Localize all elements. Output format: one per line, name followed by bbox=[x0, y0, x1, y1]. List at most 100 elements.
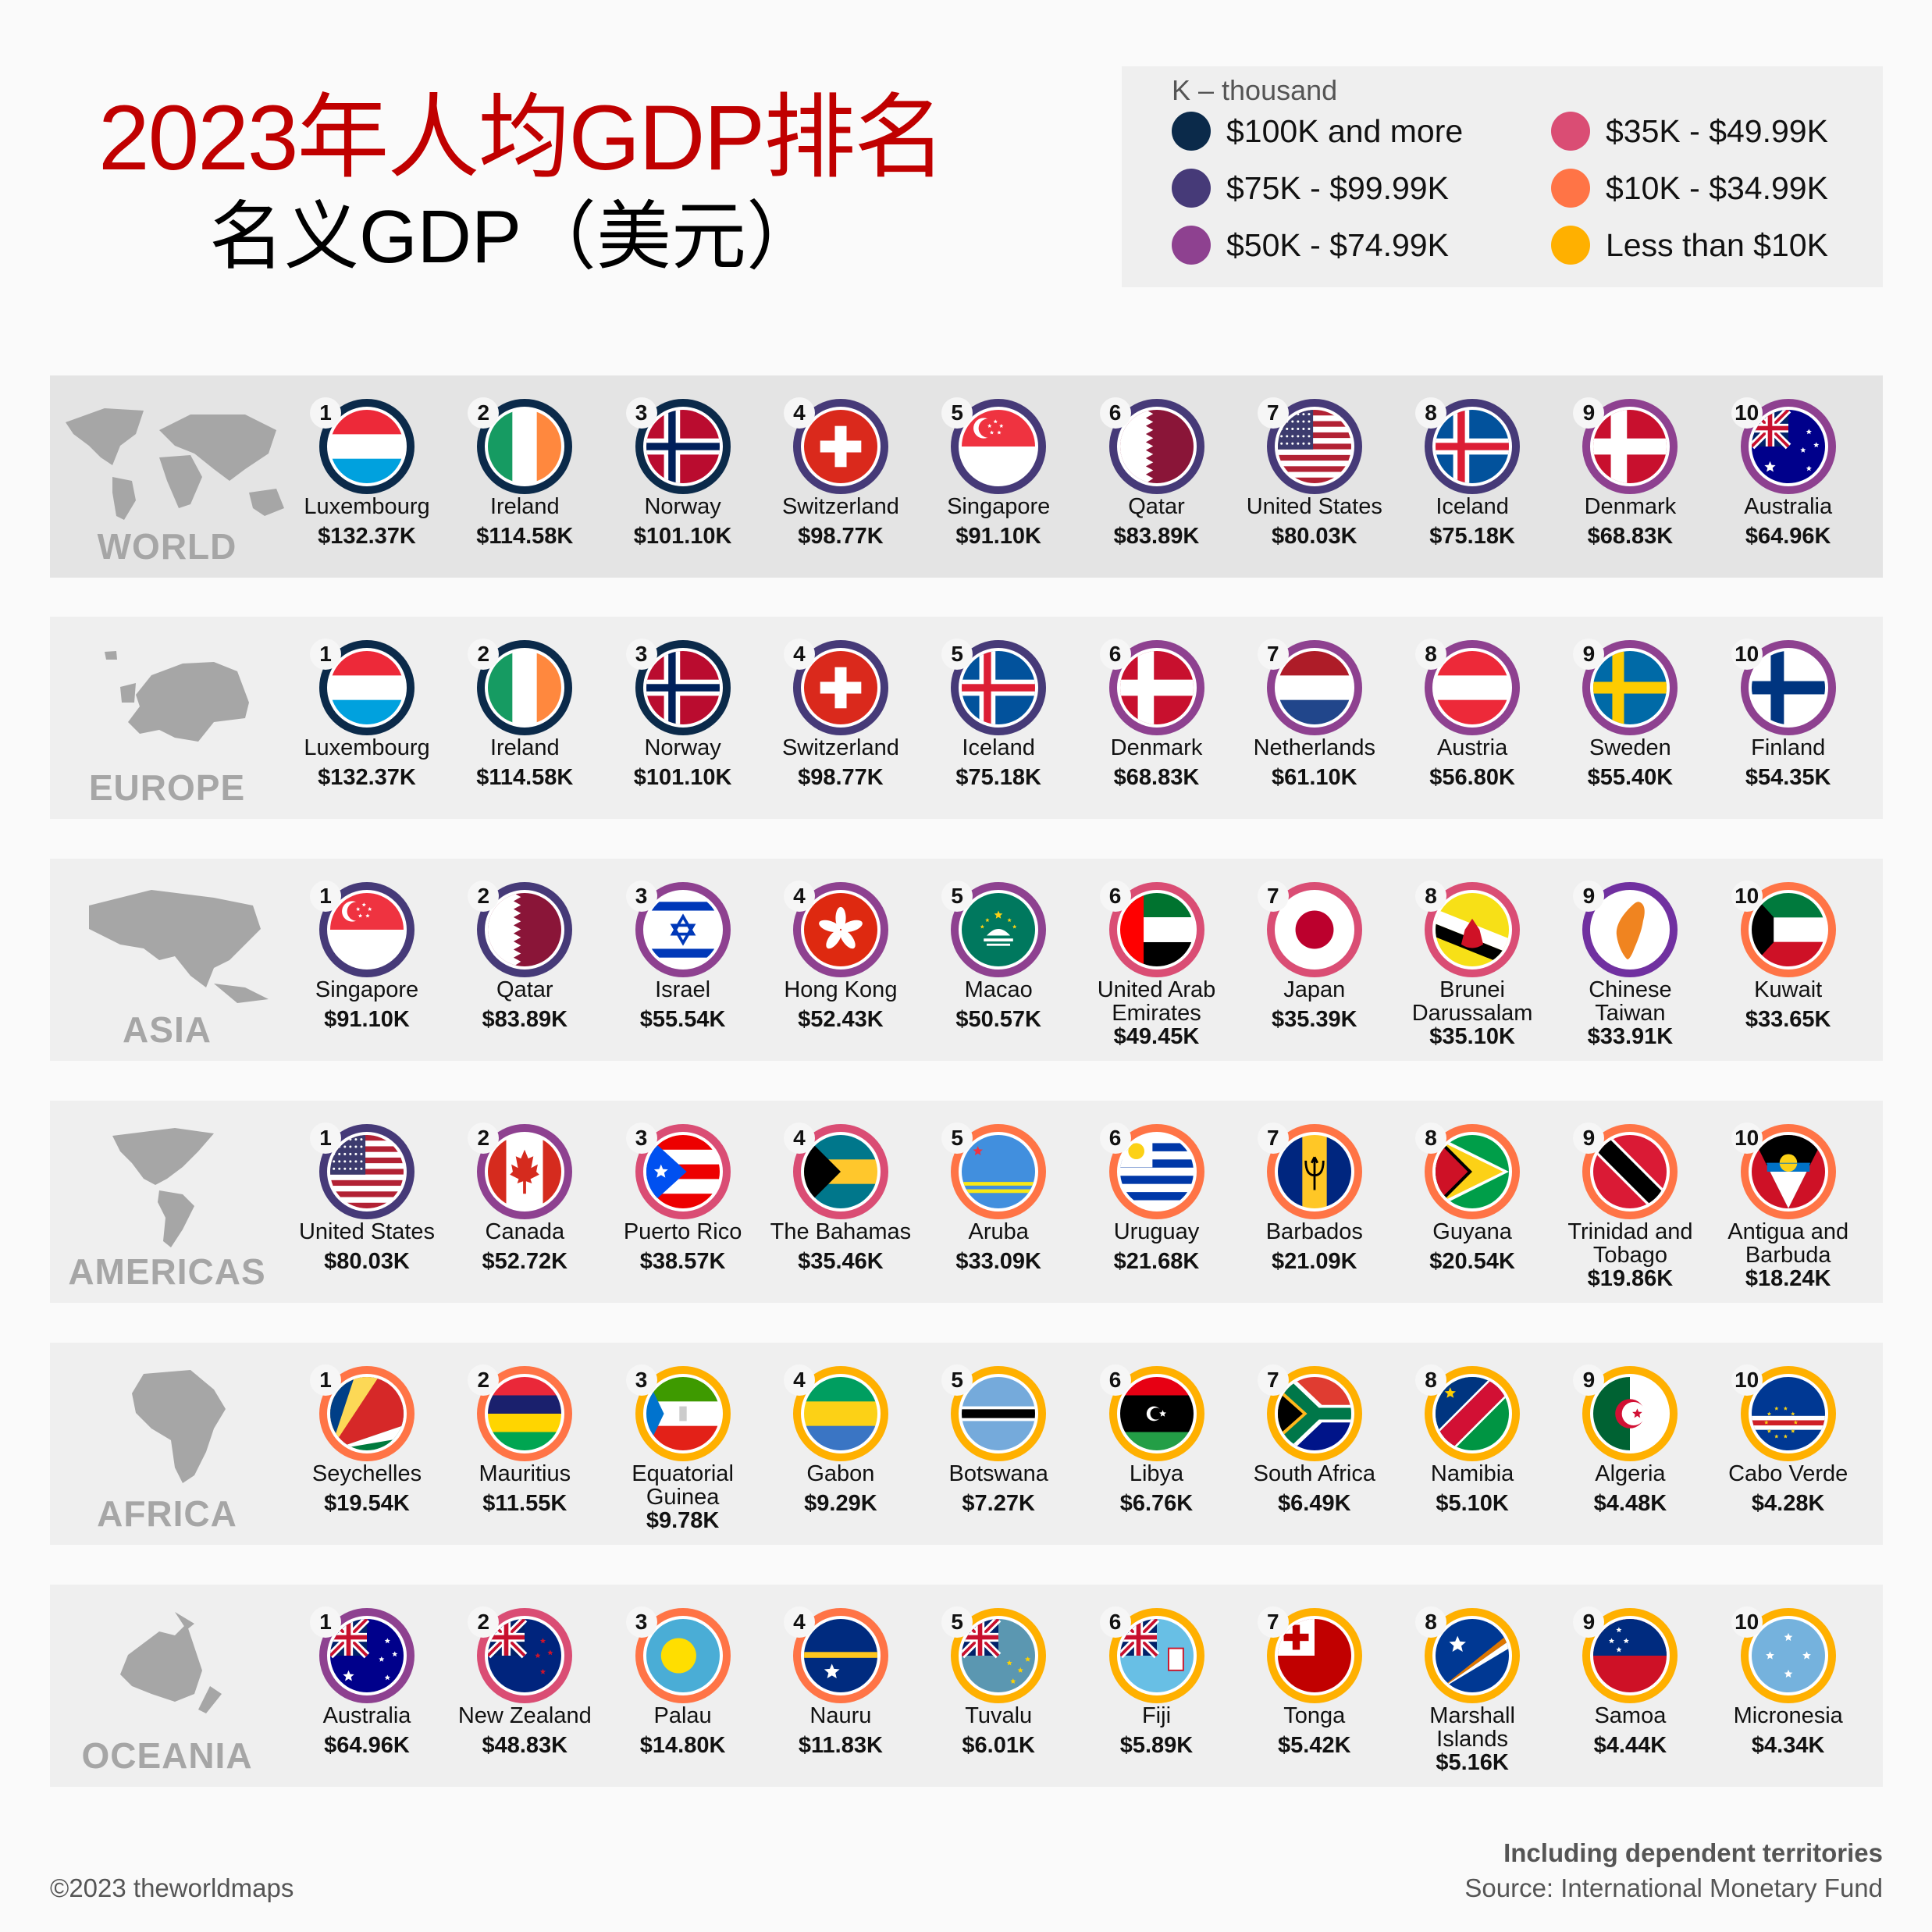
gdp-value: $18.24K bbox=[1745, 1266, 1831, 1291]
gdp-value: $6.49K bbox=[1278, 1491, 1351, 1516]
region-panel-europe: EUROPE 1 Luxembourg $132.37K 2 Ireland $114.58… bbox=[50, 617, 1883, 819]
tier-ring bbox=[1582, 640, 1678, 735]
country-entry: 5 Iceland $75.18K bbox=[920, 617, 1077, 819]
rank-badge: 5 bbox=[941, 639, 973, 670]
country-name: Kuwait bbox=[1754, 977, 1823, 1002]
rank-badge: 4 bbox=[783, 881, 815, 912]
country-entry: 2 New Zealand $48.83K bbox=[446, 1585, 603, 1787]
gdp-value: $5.89K bbox=[1119, 1733, 1194, 1758]
gdp-value: $83.89K bbox=[482, 1007, 568, 1032]
gdp-value: $132.37K bbox=[318, 524, 416, 549]
legend-label: $10K - $34.99K bbox=[1606, 169, 1828, 206]
gdp-value: $19.86K bbox=[1587, 1266, 1674, 1291]
rank-badge: 7 bbox=[1257, 1364, 1289, 1396]
legend-item: $100K and more bbox=[1172, 112, 1463, 151]
country-name: United Arab Emirates bbox=[1097, 977, 1216, 1026]
tier-ring bbox=[951, 1124, 1047, 1219]
tier-ring bbox=[635, 399, 731, 494]
tier-ring bbox=[1582, 882, 1678, 977]
country-name: Marshall Islands bbox=[1429, 1703, 1515, 1752]
gdp-value: $68.83K bbox=[1113, 765, 1200, 790]
gdp-value: $52.72K bbox=[482, 1249, 568, 1274]
rank-badge: 1 bbox=[310, 881, 341, 912]
tier-ring bbox=[319, 1366, 415, 1461]
country-name: Equatorial Guinea bbox=[632, 1461, 734, 1510]
gdp-value: $101.10K bbox=[633, 765, 732, 790]
country-name: Micronesia bbox=[1733, 1703, 1843, 1728]
iceland-flag-icon bbox=[1436, 410, 1510, 483]
country-name: Puerto Rico bbox=[623, 1219, 742, 1244]
rank-badge: 3 bbox=[625, 881, 657, 912]
tier-ring bbox=[635, 1124, 731, 1219]
rank-badge: 1 bbox=[310, 1606, 341, 1638]
usa-flag-icon bbox=[330, 1135, 404, 1208]
country-entry: 5 Singapore $91.10K bbox=[920, 375, 1077, 578]
rank-badge: 7 bbox=[1257, 639, 1289, 670]
rank-badge: 6 bbox=[1099, 1606, 1131, 1638]
macao-flag-icon bbox=[962, 893, 1036, 966]
gdp-value: $68.83K bbox=[1587, 524, 1674, 549]
rank-badge: 5 bbox=[941, 1123, 973, 1154]
country-name: Hong Kong bbox=[784, 977, 898, 1002]
page-title: 2023年人均GDP排名 bbox=[98, 87, 946, 190]
country-entry: 1 Seychelles $19.54K bbox=[288, 1343, 446, 1545]
rank-badge: 10 bbox=[1731, 397, 1763, 429]
legend-unit-note: K – thousand bbox=[1172, 74, 1338, 106]
country-entry: 9 Chinese Taiwan $33.91K bbox=[1551, 859, 1709, 1061]
country-entry: 1 Australia $64.96K bbox=[288, 1585, 446, 1787]
rank-badge: 2 bbox=[468, 1606, 500, 1638]
country-entry: 7 South Africa $6.49K bbox=[1236, 1343, 1393, 1545]
country-entry: 6 Libya $6.76K bbox=[1078, 1343, 1236, 1545]
country-entry: 3 Palau $14.80K bbox=[604, 1585, 762, 1787]
country-name: Luxembourg bbox=[304, 735, 430, 760]
denmark-flag-icon bbox=[1593, 410, 1667, 483]
tier-ring bbox=[319, 1608, 415, 1703]
gdp-value: $20.54K bbox=[1429, 1249, 1515, 1274]
country-name: Iceland bbox=[1436, 494, 1509, 519]
trinidad-flag-icon bbox=[1593, 1135, 1667, 1208]
region-label: AMERICAS bbox=[68, 1251, 266, 1292]
rank-badge: 3 bbox=[625, 397, 657, 429]
country-entry: 10 Australia $64.96K bbox=[1710, 375, 1867, 578]
norway-flag-icon bbox=[646, 410, 720, 483]
country-name: Ireland bbox=[489, 735, 560, 760]
country-name: Nauru bbox=[809, 1703, 872, 1728]
country-entry: 8 Namibia $5.10K bbox=[1393, 1343, 1551, 1545]
ireland-flag-icon bbox=[488, 651, 562, 724]
legend-item: $35K - $49.99K bbox=[1551, 112, 1828, 151]
switzerland-flag-icon bbox=[803, 410, 877, 483]
nauru-flag-icon bbox=[803, 1619, 877, 1692]
country-name: Aruba bbox=[968, 1219, 1029, 1244]
country-name: Ireland bbox=[489, 494, 560, 519]
country-name: Denmark bbox=[1584, 494, 1677, 519]
region-label: WORLD bbox=[97, 526, 237, 567]
gdp-value: $4.44K bbox=[1593, 1733, 1667, 1758]
rank-badge: 1 bbox=[310, 397, 341, 429]
eqguinea-flag-icon bbox=[646, 1377, 720, 1450]
country-entry: 4 The Bahamas $35.46K bbox=[762, 1101, 920, 1303]
rank-badge: 9 bbox=[1573, 397, 1605, 429]
country-entry: 3 Equatorial Guinea $9.78K bbox=[604, 1343, 762, 1545]
country-name: Samoa bbox=[1594, 1703, 1667, 1728]
country-name: Chinese Taiwan bbox=[1589, 977, 1672, 1026]
rank-badge: 2 bbox=[468, 1123, 500, 1154]
tier-ring bbox=[477, 1608, 573, 1703]
rank-badge: 4 bbox=[783, 397, 815, 429]
country-entry: 5 Aruba $33.09K bbox=[920, 1101, 1077, 1303]
rank-badge: 8 bbox=[1415, 397, 1447, 429]
denmark-flag-icon bbox=[1119, 651, 1194, 724]
rank-badge: 7 bbox=[1257, 1606, 1289, 1638]
barbados-flag-icon bbox=[1277, 1135, 1351, 1208]
ireland-flag-icon bbox=[488, 410, 562, 483]
country-entry: 3 Norway $101.10K bbox=[604, 617, 762, 819]
country-name: Denmark bbox=[1110, 735, 1203, 760]
country-name: Gabon bbox=[806, 1461, 875, 1486]
rank-badge: 8 bbox=[1415, 1364, 1447, 1396]
region-panel-africa: AFRICA 1 Seychelles $19.54K 2 Mauritius $11.55… bbox=[50, 1343, 1883, 1545]
rank-badge: 3 bbox=[625, 1364, 657, 1396]
gdp-value: $4.28K bbox=[1751, 1491, 1825, 1516]
country-entry: 1 Singapore $91.10K bbox=[288, 859, 446, 1061]
australia-flag-icon bbox=[330, 1619, 404, 1692]
country-name: Singapore bbox=[315, 977, 419, 1002]
country-entry: 6 Qatar $83.89K bbox=[1078, 375, 1236, 578]
